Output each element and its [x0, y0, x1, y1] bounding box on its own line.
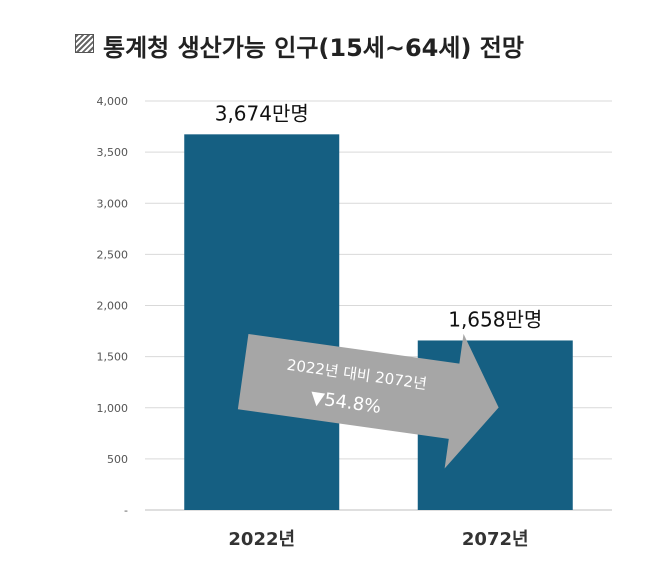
- y-tick-label: 2,000: [97, 300, 129, 313]
- y-tick-label: 2,500: [97, 248, 129, 261]
- data-label: 3,674만명: [215, 101, 309, 125]
- y-tick-label: 3,000: [97, 197, 129, 210]
- x-tick-label: 2022년: [228, 529, 295, 550]
- y-tick-label: 1,500: [97, 351, 129, 364]
- x-tick-label: 2072년: [462, 529, 529, 550]
- data-label: 1,658만명: [448, 307, 542, 331]
- bar: [184, 134, 340, 510]
- chart-title: 통계청 생산가능 인구(15세~64세) 전망: [103, 34, 524, 62]
- y-tick-label: 4,000: [97, 95, 129, 108]
- decrease-arrow-icon: [237, 333, 499, 469]
- title-hatch-icon: [75, 34, 94, 53]
- y-tick-label: 3,500: [97, 146, 129, 159]
- y-tick-label: 1,000: [97, 402, 129, 415]
- change-annotation: 2022년 대비 2072년▼54.8%: [237, 333, 499, 469]
- y-tick-label: 500: [107, 453, 128, 466]
- y-tick-label: -: [124, 504, 128, 517]
